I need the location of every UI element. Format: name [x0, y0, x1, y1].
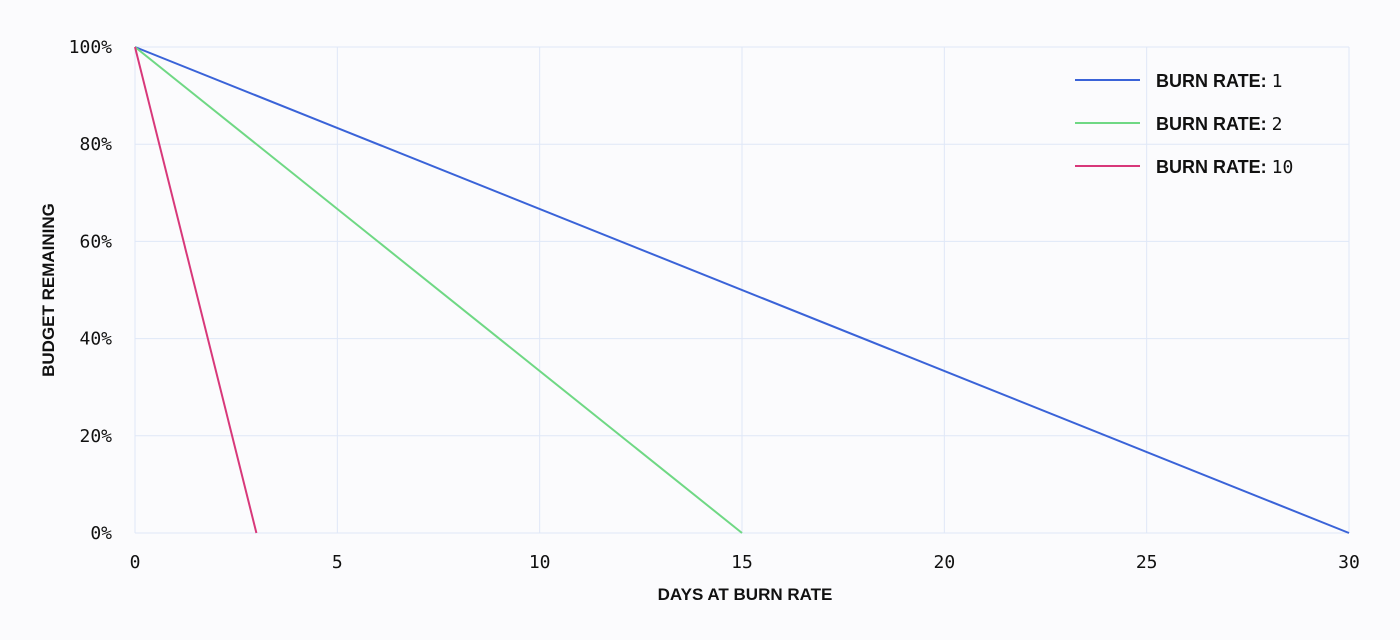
legend-item: BURN RATE: 1	[1075, 71, 1283, 92]
x-tick-label: 20	[933, 552, 955, 573]
data-lines	[134, 46, 1350, 534]
series-line	[134, 46, 743, 534]
y-axis-ticks: 0% 20% 40% 60% 80% 100%	[69, 37, 113, 544]
series-line	[134, 46, 1350, 534]
x-tick-label: 25	[1136, 552, 1158, 573]
x-tick-label: 5	[332, 552, 343, 573]
legend-label: BURN RATE: 10	[1156, 157, 1293, 178]
y-tick-label: 40%	[79, 329, 112, 350]
y-tick-label: 80%	[79, 134, 112, 155]
x-tick-label: 0	[130, 552, 141, 573]
x-axis-ticks: 0 5 10 15 20 25 30	[130, 552, 1360, 573]
x-tick-label: 30	[1338, 552, 1360, 573]
y-axis-title: BUDGET REMAINING	[39, 203, 58, 377]
grid-lines	[134, 46, 1350, 534]
legend-item: BURN RATE: 2	[1075, 114, 1283, 135]
x-axis-title: DAYS AT BURN RATE	[658, 585, 833, 604]
y-tick-label: 100%	[69, 37, 113, 58]
legend-label: BURN RATE: 1	[1156, 71, 1283, 92]
y-tick-label: 0%	[90, 523, 112, 544]
legend: BURN RATE: 1 BURN RATE: 2 BURN RATE: 10	[1075, 71, 1293, 178]
y-tick-label: 20%	[79, 426, 112, 447]
legend-label: BURN RATE: 2	[1156, 114, 1283, 135]
series-line	[134, 46, 258, 534]
x-tick-label: 10	[529, 552, 551, 573]
legend-item: BURN RATE: 10	[1075, 157, 1293, 178]
y-tick-label: 60%	[79, 231, 112, 252]
x-tick-label: 15	[731, 552, 753, 573]
